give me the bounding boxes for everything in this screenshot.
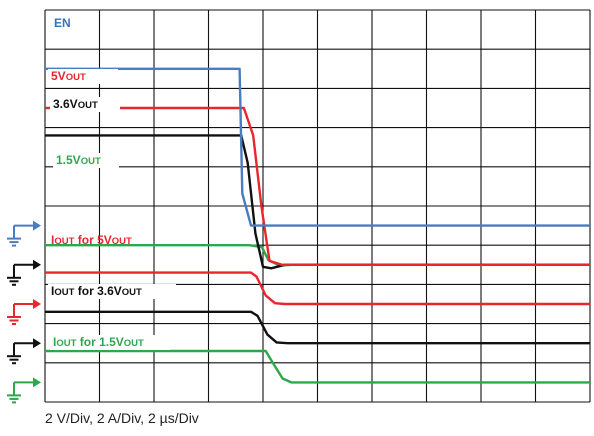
label-v36: 3.6VOUT — [53, 97, 98, 111]
label-i5: IOUT for 5VOUT — [51, 233, 132, 247]
ground-marker-i36-icon — [7, 338, 41, 363]
label-v5: 5VOUT — [51, 69, 86, 83]
scale-caption: 2 V/Div, 2 A/Div, 2 µs/Div — [45, 410, 199, 426]
ground-marker-i15-icon — [7, 377, 41, 402]
ground-marker-en-icon — [7, 221, 41, 246]
label-v15: 1.5VOUT — [56, 153, 101, 167]
label-i15: IOUT for 1.5VOUT — [53, 335, 144, 349]
label-en: EN — [54, 16, 71, 30]
ground-marker-v-icon — [7, 260, 41, 285]
ground-markers — [7, 221, 41, 403]
label-i36: IOUT for 3.6VOUT — [51, 284, 142, 298]
trace-labels: EN 5VOUT 3.6VOUT 1.5VOUT IOUT for 5VOUT IOUT … — [48, 16, 176, 350]
ground-marker-i5-icon — [7, 299, 41, 324]
